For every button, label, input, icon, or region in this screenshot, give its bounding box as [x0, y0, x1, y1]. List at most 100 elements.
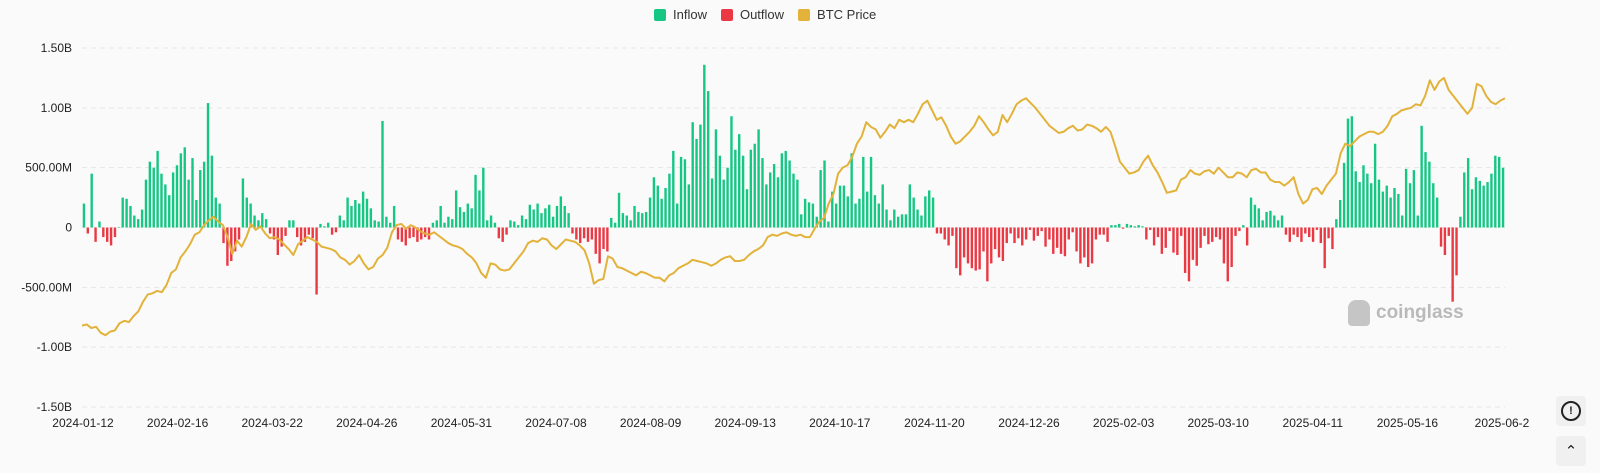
outflow-bar[interactable] — [1284, 227, 1288, 235]
inflow-bar[interactable] — [792, 173, 795, 228]
inflow-bar[interactable] — [1358, 182, 1361, 228]
inflow-bar[interactable] — [478, 190, 481, 228]
inflow-bar[interactable] — [439, 205, 442, 228]
inflow-bar[interactable] — [548, 204, 551, 228]
outflow-bar[interactable] — [423, 227, 427, 238]
outflow-bar[interactable] — [1055, 227, 1059, 248]
inflow-bar[interactable] — [1404, 168, 1408, 228]
inflow-bar[interactable] — [687, 184, 691, 228]
outflow-bar[interactable] — [280, 227, 283, 247]
legend-item-outflow[interactable]: Outflow — [720, 7, 784, 22]
inflow-bar[interactable] — [885, 209, 888, 228]
outflow-bar[interactable] — [1180, 227, 1183, 236]
inflow-bar[interactable] — [257, 220, 260, 228]
inflow-bar[interactable] — [846, 196, 849, 228]
outflow-bar[interactable] — [412, 227, 415, 238]
outflow-bar[interactable] — [1311, 227, 1315, 242]
inflow-bar[interactable] — [513, 221, 516, 228]
outflow-bar[interactable] — [1009, 227, 1012, 234]
outflow-bar[interactable] — [1028, 227, 1032, 230]
outflow-bar[interactable] — [993, 227, 997, 250]
inflow-bar[interactable] — [873, 195, 877, 228]
outflow-bar[interactable] — [1156, 227, 1160, 238]
inflow-bar[interactable] — [462, 211, 466, 228]
inflow-bar[interactable] — [1420, 125, 1423, 228]
outflow-bar[interactable] — [1296, 227, 1299, 238]
inflow-bar[interactable] — [660, 198, 663, 228]
inflow-bar[interactable] — [1478, 180, 1481, 228]
outflow-bar[interactable] — [1203, 227, 1206, 236]
scroll-top-button[interactable]: ⌃ — [1556, 436, 1586, 466]
inflow-bar[interactable] — [183, 147, 186, 228]
inflow-bar[interactable] — [741, 155, 745, 228]
inflow-bar[interactable] — [567, 213, 570, 228]
inflow-bar[interactable] — [82, 203, 86, 228]
outflow-bar[interactable] — [1327, 227, 1330, 239]
outflow-bar[interactable] — [1176, 227, 1179, 256]
inflow-bar[interactable] — [815, 216, 818, 228]
outflow-bar[interactable] — [1195, 227, 1198, 266]
outflow-bar[interactable] — [1024, 227, 1028, 240]
inflow-bar[interactable] — [520, 215, 524, 228]
outflow-bar[interactable] — [303, 227, 307, 242]
inflow-bar[interactable] — [1432, 183, 1435, 228]
inflow-bar[interactable] — [454, 190, 458, 228]
inflow-bar[interactable] — [896, 216, 900, 228]
inflow-bar[interactable] — [1366, 173, 1369, 228]
inflow-bar[interactable] — [1242, 225, 1245, 228]
outflow-bar[interactable] — [594, 227, 597, 254]
inflow-bar[interactable] — [187, 179, 190, 228]
inflow-bar[interactable] — [532, 209, 535, 228]
outflow-bar[interactable] — [1005, 227, 1008, 244]
inflow-bar[interactable] — [823, 160, 826, 228]
inflow-bar[interactable] — [834, 203, 838, 228]
inflow-bar[interactable] — [354, 199, 357, 228]
inflow-bar[interactable] — [156, 150, 159, 228]
inflow-bar[interactable] — [668, 173, 671, 228]
inflow-bar[interactable] — [928, 190, 931, 228]
inflow-bar[interactable] — [656, 185, 659, 228]
inflow-bar[interactable] — [171, 172, 175, 228]
inflow-bar[interactable] — [485, 220, 489, 228]
inflow-bar[interactable] — [679, 156, 683, 228]
inflow-bar[interactable] — [1114, 225, 1117, 228]
outflow-bar[interactable] — [586, 227, 590, 242]
inflow-bar[interactable] — [451, 219, 454, 228]
outflow-bar[interactable] — [935, 227, 939, 234]
inflow-bar[interactable] — [1377, 179, 1381, 228]
inflow-bar[interactable] — [652, 177, 656, 228]
inflow-bar[interactable] — [1385, 185, 1388, 228]
inflow-bar[interactable] — [373, 220, 376, 228]
inflow-bar[interactable] — [489, 215, 493, 228]
outflow-bar[interactable] — [1226, 227, 1229, 282]
outflow-bar[interactable] — [1071, 227, 1074, 233]
inflow-bar[interactable] — [1470, 189, 1474, 228]
inflow-bar[interactable] — [862, 156, 865, 228]
inflow-bar[interactable] — [1401, 215, 1404, 228]
inflow-bar[interactable] — [1370, 183, 1373, 228]
outflow-bar[interactable] — [416, 227, 419, 242]
inflow-bar[interactable] — [765, 184, 768, 228]
outflow-bar[interactable] — [1021, 227, 1024, 246]
inflow-bar[interactable] — [470, 208, 473, 228]
inflow-bar[interactable] — [664, 188, 667, 228]
outflow-bar[interactable] — [1199, 227, 1202, 248]
btc-price-line[interactable] — [81, 76, 1506, 337]
inflow-bar[interactable] — [1253, 204, 1257, 228]
inflow-bar[interactable] — [144, 179, 148, 228]
inflow-bar[interactable] — [831, 191, 834, 228]
inflow-bar[interactable] — [392, 205, 396, 228]
inflow-bar[interactable] — [241, 178, 245, 228]
outflow-bar[interactable] — [1331, 227, 1334, 250]
inflow-bar[interactable] — [1362, 165, 1365, 228]
outflow-bar[interactable] — [970, 227, 974, 269]
inflow-bar[interactable] — [1335, 219, 1338, 228]
inflow-bar[interactable] — [482, 167, 485, 228]
inflow-bar[interactable] — [249, 203, 252, 228]
inflow-bar[interactable] — [1424, 152, 1427, 228]
inflow-bar[interactable] — [385, 216, 388, 228]
outflow-bar[interactable] — [1106, 227, 1109, 242]
outflow-bar[interactable] — [1044, 227, 1047, 247]
outflow-bar[interactable] — [272, 227, 276, 240]
inflow-bar[interactable] — [1129, 225, 1133, 228]
